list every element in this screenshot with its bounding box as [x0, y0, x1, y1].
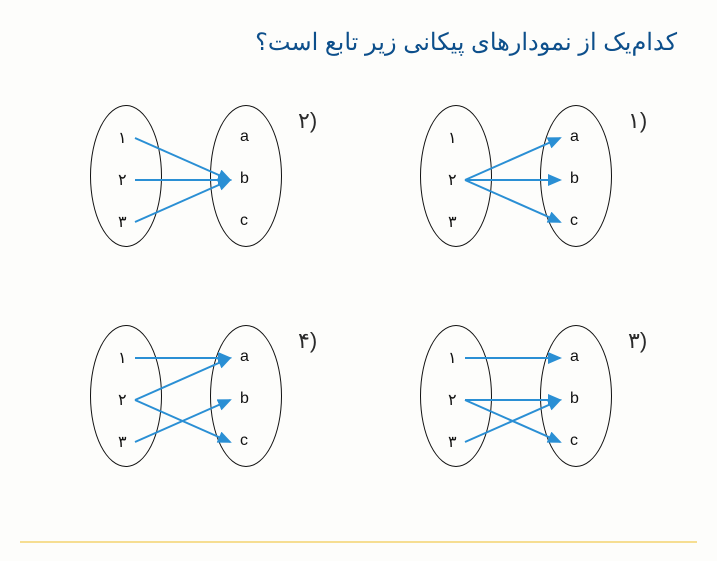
domain-node: ۱ — [118, 128, 127, 148]
codomain-node: b — [240, 170, 249, 188]
diagram-4: ۱۲۳abc(۴ — [80, 320, 310, 480]
diagram-1: ۱۲۳abc(۱ — [410, 100, 640, 260]
option-label-2: (۲ — [298, 108, 317, 134]
codomain-node: c — [240, 212, 248, 230]
codomain-node: b — [240, 390, 249, 408]
codomain-node: b — [570, 170, 579, 188]
codomain-node: c — [240, 432, 248, 450]
domain-node: ۱ — [448, 348, 457, 368]
codomain-node: a — [570, 348, 579, 366]
domain-node: ۲ — [448, 390, 457, 410]
question-text: کدام‌یک از نمودارهای پیکانی زیر تابع است… — [255, 28, 677, 57]
bottom-rule — [20, 541, 697, 543]
domain-node: ۱ — [448, 128, 457, 148]
domain-node: ۱ — [118, 348, 127, 368]
domain-node: ۳ — [448, 212, 457, 232]
domain-node: ۳ — [118, 432, 127, 452]
codomain-node: a — [570, 128, 579, 146]
codomain-node: c — [570, 432, 578, 450]
option-label-1: (۱ — [628, 108, 647, 134]
codomain-node: b — [570, 390, 579, 408]
diagram-2: ۱۲۳abc(۲ — [80, 100, 310, 260]
domain-node: ۳ — [448, 432, 457, 452]
option-label-4: (۴ — [298, 328, 317, 354]
diagram-3: ۱۲۳abc(۳ — [410, 320, 640, 480]
domain-node: ۲ — [448, 170, 457, 190]
domain-node: ۳ — [118, 212, 127, 232]
codomain-node: a — [240, 348, 249, 366]
domain-node: ۲ — [118, 170, 127, 190]
domain-node: ۲ — [118, 390, 127, 410]
option-label-3: (۳ — [628, 328, 647, 354]
codomain-node: a — [240, 128, 249, 146]
codomain-node: c — [570, 212, 578, 230]
